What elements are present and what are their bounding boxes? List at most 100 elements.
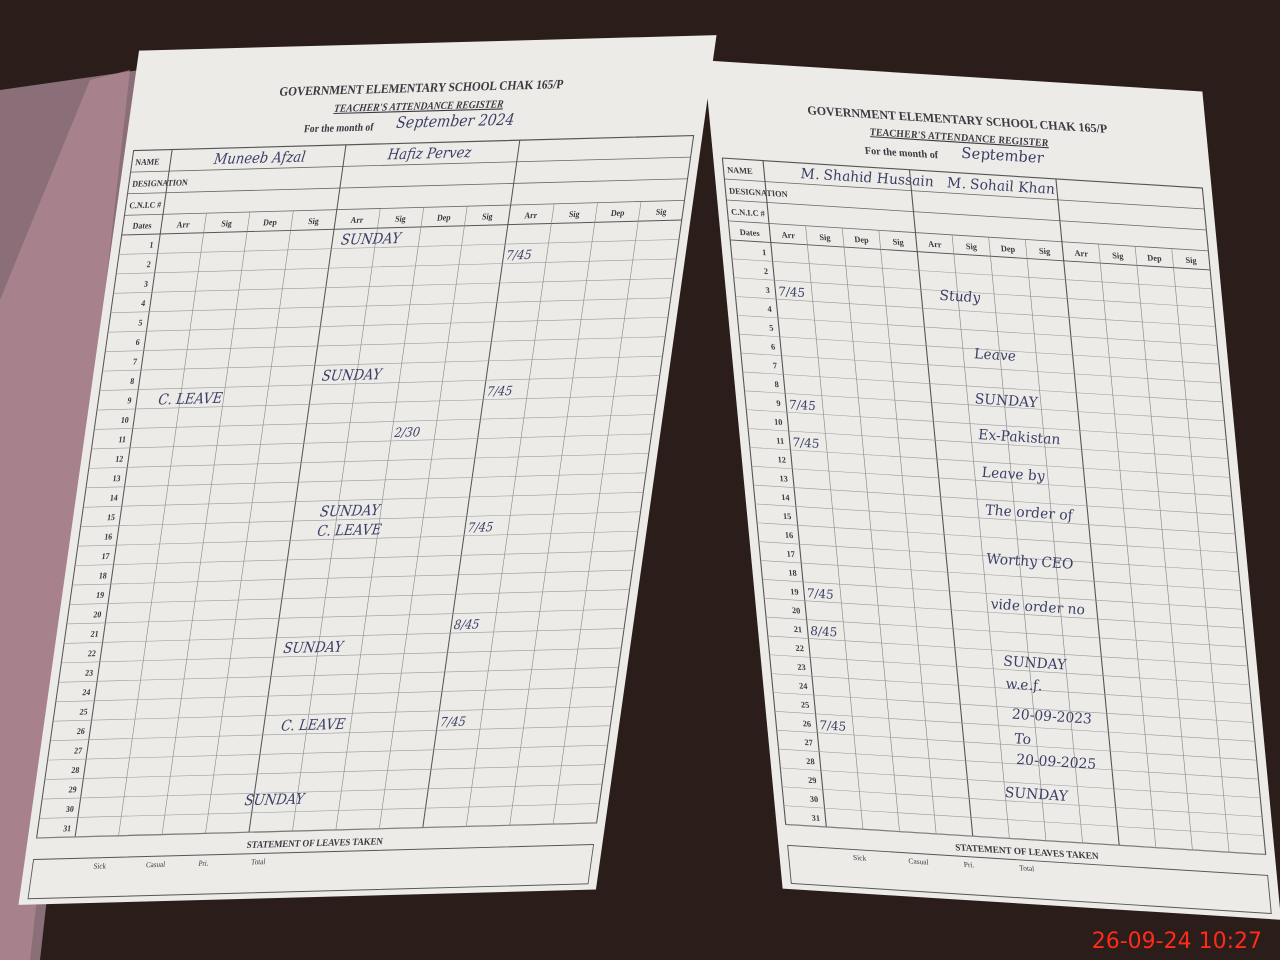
row-line	[749, 447, 1230, 478]
date-number: 26	[802, 718, 811, 729]
date-number: 20	[93, 610, 102, 620]
row-line	[127, 178, 688, 195]
handwritten-entry: 2/30	[393, 425, 422, 440]
handwritten-note: Study	[939, 288, 982, 307]
handwritten-note: Ex-Pakistan	[977, 427, 1061, 448]
column-header: Dates	[739, 227, 760, 238]
row-line	[96, 394, 658, 411]
handwritten-note: 20-09-2025	[1015, 752, 1097, 773]
row-line	[765, 616, 1246, 648]
column-header: Sig	[655, 207, 668, 217]
paper	[703, 60, 1280, 920]
row-line	[113, 278, 674, 294]
row-line	[53, 705, 614, 722]
row-line	[58, 667, 619, 683]
date-number: 4	[141, 299, 147, 309]
date-number: 11	[118, 435, 127, 445]
column-line	[74, 149, 173, 837]
row-line	[764, 597, 1245, 629]
date-number: 31	[811, 812, 820, 823]
row-line	[742, 371, 1223, 403]
handwritten-note: SUNDAY	[244, 791, 308, 809]
handwritten-note: vide order no	[990, 596, 1086, 618]
leave-statement-title: STATEMENT OF LEAVES TAKEN	[246, 837, 384, 851]
leave-column: Pri.	[198, 858, 209, 868]
handwritten-note: SUNDAY	[340, 230, 404, 248]
floral-cover	[0, 70, 130, 960]
column-header: Sig	[1039, 245, 1052, 256]
teacher-name: M. Sohail Khan	[945, 175, 1055, 198]
date-number: 3	[765, 285, 770, 295]
date-number: 19	[790, 586, 799, 597]
column-line	[908, 169, 974, 837]
date-number: 29	[808, 775, 817, 786]
month: September 2024	[395, 110, 516, 132]
row-line	[42, 783, 603, 800]
row-line	[758, 541, 1239, 572]
row-line	[767, 635, 1248, 667]
column-header: Sig	[568, 210, 581, 220]
handwritten-entry: 8/45	[810, 624, 838, 640]
row-line	[751, 465, 1232, 497]
row-line	[75, 550, 636, 566]
leave-table	[27, 844, 595, 900]
row-line	[731, 258, 1212, 290]
date-number: 15	[783, 511, 792, 522]
row-line	[726, 199, 1207, 231]
column-header: Sig	[965, 241, 978, 252]
date-number: 9	[127, 396, 132, 406]
row-line	[753, 484, 1234, 516]
row-line	[755, 503, 1236, 535]
date-number: 5	[769, 322, 774, 332]
row-line	[107, 316, 669, 333]
timestamp: 26-09-24 10:27	[1092, 929, 1262, 954]
date-number: 24	[82, 688, 92, 698]
date-number: 13	[112, 474, 121, 484]
row-line	[94, 414, 655, 430]
handwritten-entry: 7/45	[486, 384, 514, 399]
row-line	[744, 390, 1225, 422]
date-number: 10	[120, 415, 129, 425]
row-line	[47, 744, 608, 761]
column-header: Dates	[132, 221, 153, 231]
column-header: Dep	[1147, 252, 1163, 263]
field-label: DESIGNATION	[729, 185, 788, 199]
field-label: DESIGNATION	[132, 178, 189, 189]
date-number: 5	[138, 318, 143, 328]
handwritten-note: To	[1014, 731, 1032, 748]
row-line	[61, 647, 622, 664]
row-line	[50, 725, 611, 741]
handwritten-entry: 7/45	[819, 718, 847, 734]
column-header: Sig	[1185, 255, 1198, 266]
row-line	[776, 729, 1257, 761]
handwritten-note: The order of	[985, 502, 1076, 524]
date-number: 18	[788, 567, 797, 578]
row-line	[102, 355, 663, 372]
handwritten-note: 20-09-2023	[1010, 706, 1092, 727]
date-number: 8	[774, 379, 779, 389]
column-line	[422, 140, 521, 828]
row-line	[735, 296, 1216, 327]
handwritten-note: w.e.f.	[1005, 676, 1043, 694]
date-number: 12	[777, 454, 786, 465]
row-line	[724, 178, 1205, 210]
field-label: NAME	[727, 164, 754, 176]
handwritten-entry: 7/45	[778, 284, 806, 300]
date-number: 24	[799, 680, 809, 691]
column-header: Sig	[221, 219, 234, 229]
row-line	[769, 654, 1250, 686]
date-number: 31	[63, 824, 72, 834]
date-number: 23	[797, 662, 806, 673]
date-number: 15	[106, 513, 115, 523]
row-line	[124, 199, 685, 216]
date-number: 29	[68, 785, 77, 795]
column-header: Arr	[176, 220, 190, 230]
date-number: 28	[806, 756, 815, 767]
right-page: GOVERNMENT ELEMENTARY SCHOOL CHAK 165/PT…	[703, 60, 1280, 920]
handwritten-entry: 7/45	[505, 247, 533, 262]
handwritten-note: SUNDAY	[1003, 654, 1069, 674]
handwritten-note: C. LEAVE	[157, 390, 223, 409]
handwritten-note: Leave	[973, 346, 1017, 365]
column-header: Sig	[395, 214, 408, 224]
